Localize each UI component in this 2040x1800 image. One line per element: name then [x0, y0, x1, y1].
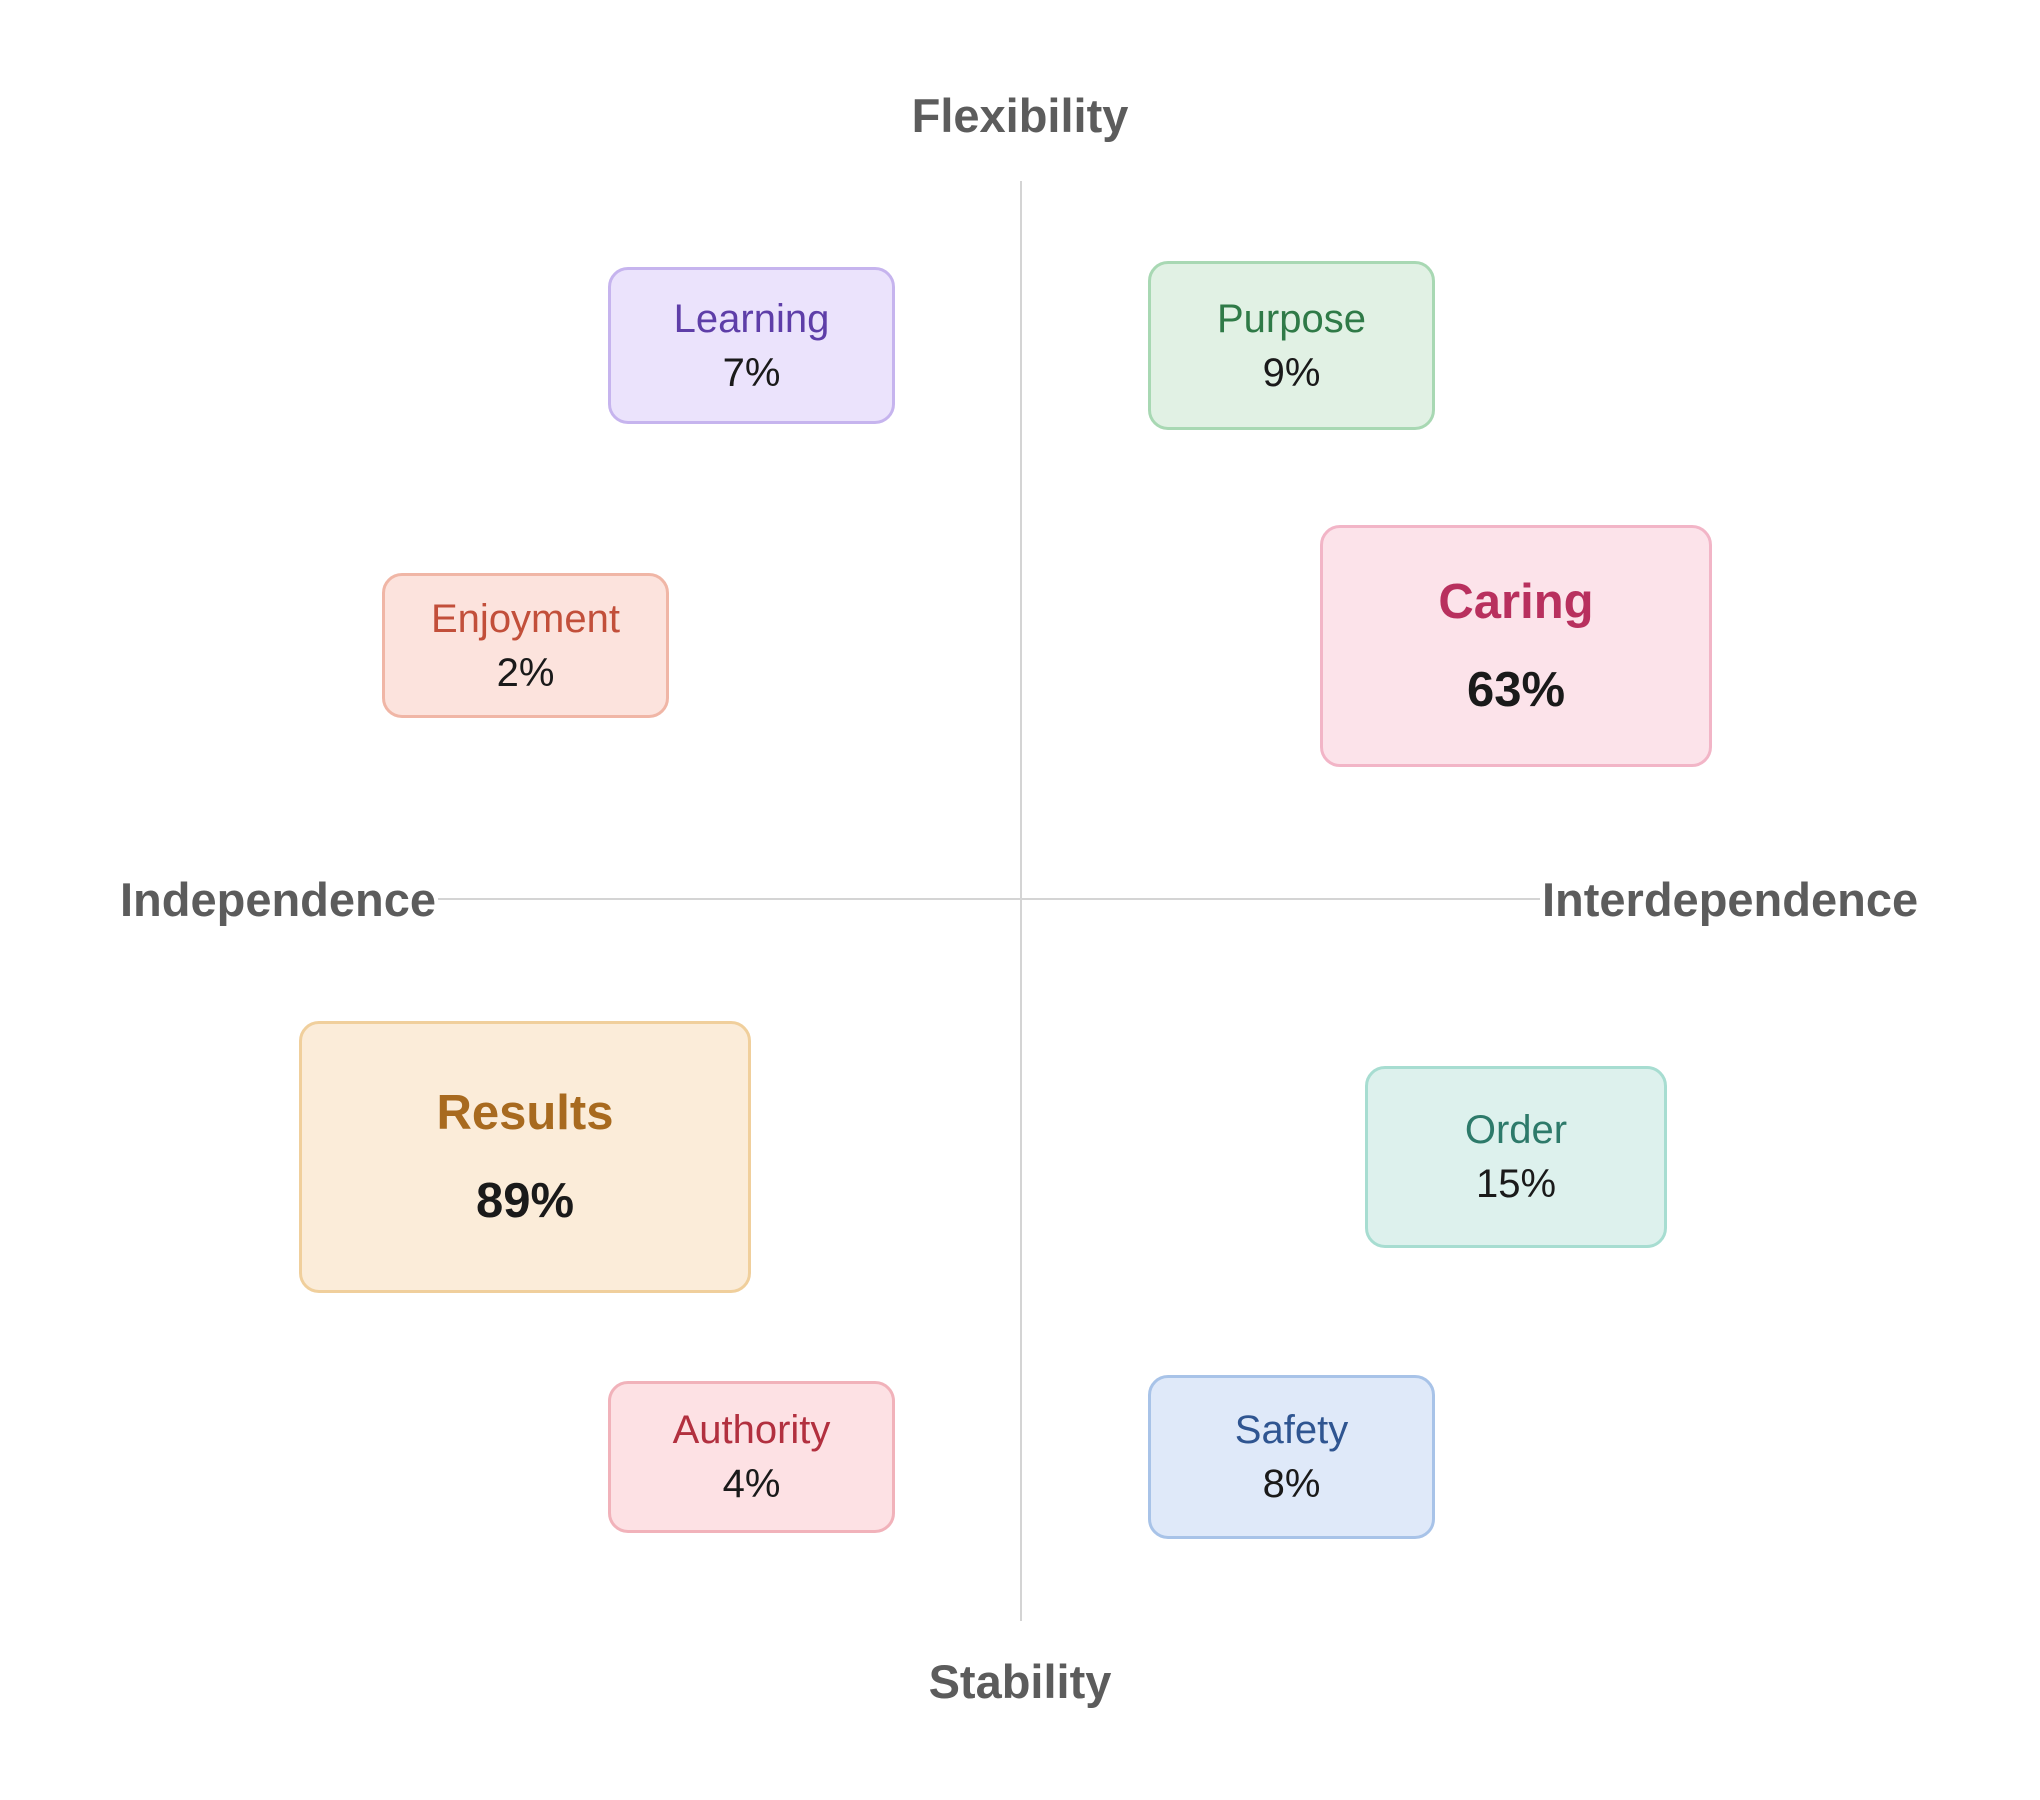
card-order-value: 15%	[1475, 1162, 1557, 1206]
axis-label-interdependence: Interdependence	[1542, 873, 1919, 926]
card-results-name: Results	[436, 1085, 614, 1140]
card-caring-name: Caring	[1438, 574, 1594, 629]
card-safety: Safety 8%	[1148, 1375, 1435, 1539]
card-authority-value: 4%	[722, 1462, 781, 1506]
axis-label-flexibility: Flexibility	[911, 89, 1129, 142]
card-enjoyment: Enjoyment 2%	[382, 573, 669, 718]
card-safety-value: 8%	[1262, 1462, 1321, 1506]
card-caring-value: 63%	[1466, 663, 1566, 717]
card-order: Order 15%	[1365, 1066, 1667, 1248]
card-enjoyment-name: Enjoyment	[431, 596, 620, 641]
card-learning-value: 7%	[722, 350, 781, 395]
card-enjoyment-value: 2%	[496, 650, 555, 695]
horizontal-axis-line	[438, 898, 1540, 900]
card-purpose: Purpose 9%	[1148, 261, 1435, 430]
card-learning-name: Learning	[673, 296, 830, 341]
axis-label-independence: Independence	[120, 873, 437, 926]
card-safety-name: Safety	[1234, 1408, 1349, 1452]
card-authority: Authority 4%	[608, 1381, 895, 1533]
card-authority-name: Authority	[672, 1408, 831, 1452]
card-results-value: 89%	[475, 1174, 575, 1228]
card-caring: Caring 63%	[1320, 525, 1712, 767]
card-learning: Learning 7%	[608, 267, 895, 424]
axis-label-stability: Stability	[928, 1655, 1112, 1708]
vertical-axis-line	[1020, 181, 1022, 1621]
card-results: Results 89%	[299, 1021, 751, 1293]
card-purpose-value: 9%	[1262, 350, 1321, 395]
card-purpose-name: Purpose	[1217, 296, 1366, 341]
card-order-name: Order	[1464, 1108, 1568, 1152]
